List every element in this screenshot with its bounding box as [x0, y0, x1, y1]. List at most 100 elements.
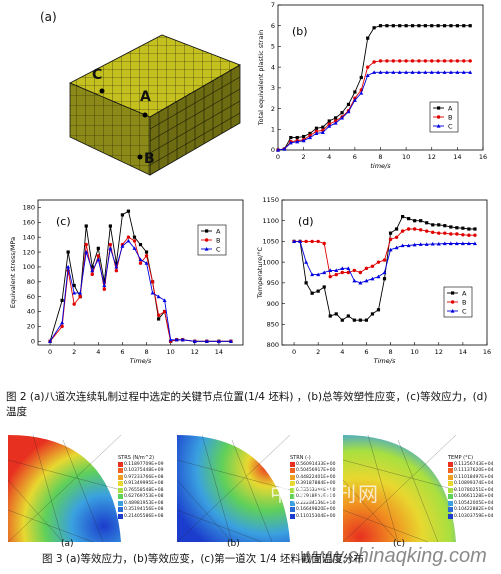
legend-marker-C — [436, 124, 441, 128]
point-A — [328, 314, 332, 318]
x-tick-label: 2 — [302, 153, 306, 161]
point-A — [398, 24, 402, 28]
legend-value: 0.11137620E+04 — [454, 468, 494, 474]
point-A — [400, 214, 405, 219]
point-A — [413, 219, 417, 223]
point-B — [410, 59, 415, 63]
point-A — [359, 75, 363, 80]
legend-entry: 0.10542005E+04 — [448, 500, 500, 507]
legend-swatch — [118, 461, 123, 467]
point-A — [302, 134, 306, 139]
node-b-marker — [137, 154, 143, 160]
point-C — [461, 70, 466, 74]
point-C — [310, 272, 315, 277]
point-C — [328, 268, 333, 273]
point-B — [372, 60, 376, 64]
point-C — [60, 320, 65, 325]
y-tick-label: 2 — [271, 105, 275, 113]
point-B — [417, 59, 421, 63]
legend-swatch — [448, 494, 453, 500]
legend-value: 0.97233766E+08 — [124, 474, 164, 480]
legend-swatch — [290, 500, 295, 506]
point-C — [391, 70, 396, 74]
point-C — [216, 339, 221, 343]
legend-marker-A — [205, 229, 209, 233]
point-B — [322, 241, 326, 246]
legend-swatch — [448, 474, 453, 480]
y-tick-label: 900 — [267, 300, 279, 308]
point-B — [436, 59, 440, 63]
point-C — [48, 339, 53, 343]
point-C — [138, 257, 143, 262]
y-tick-label: 120 — [23, 248, 35, 256]
point-C — [322, 270, 327, 275]
legend-entry: 0.44822401E+00 — [290, 474, 345, 481]
x-tick-label: 6 — [353, 153, 357, 161]
point-C — [72, 290, 77, 295]
legend-value: 0.21405586E+08 — [124, 513, 164, 519]
point-C — [228, 339, 233, 343]
point-A — [327, 119, 331, 123]
point-A — [340, 318, 344, 322]
point-C — [340, 266, 345, 270]
point-A — [66, 250, 70, 254]
point-B — [376, 260, 381, 264]
point-C — [327, 124, 332, 128]
legend-entry: 0.91349995E+08 — [118, 481, 173, 488]
point-B — [423, 59, 428, 63]
legend-value: 0.62769753E+08 — [124, 494, 164, 500]
legend-value: 0.11256743E+04 — [454, 461, 494, 467]
legend-entry: 0.11137620E+04 — [448, 468, 500, 475]
point-A — [321, 125, 325, 129]
x-tick-label: 14 — [453, 153, 461, 161]
y-tick-label: 160 — [23, 219, 35, 227]
point-B — [461, 233, 465, 237]
point-B — [162, 309, 167, 314]
point-C — [358, 280, 363, 285]
figure3-caption: 图 3 (a)等效应力，(b)等效应变，(c)第一道次 1/4 坯料截面温度分布 — [42, 553, 364, 565]
x-axis-label: time/s — [370, 162, 391, 170]
y-tick-label: 1150 — [262, 196, 279, 204]
point-C — [412, 242, 417, 247]
legend-swatch — [290, 507, 295, 513]
point-C — [430, 241, 435, 246]
point-C — [416, 70, 421, 74]
fig3c-label: (c) — [393, 539, 405, 549]
point-C — [436, 241, 441, 246]
point-A — [410, 24, 415, 28]
legend-entry: 0.10375448E+09 — [118, 468, 173, 475]
legend-marker-B — [450, 300, 455, 304]
point-B — [418, 228, 423, 232]
legend-swatch — [118, 513, 123, 519]
chart-temperature: 0 2 4 6 8 10 12 14 16 800 850 900 950 1000 1050 1100 115… — [256, 196, 491, 365]
point-A — [84, 224, 88, 228]
fig3a-label: (a) — [61, 539, 74, 549]
legend-value: 0.10303759E+04 — [454, 513, 494, 519]
point-A — [60, 298, 64, 302]
legend-swatch — [118, 468, 123, 474]
point-C — [308, 135, 313, 140]
legend-entry: 0.22284336E+00 — [290, 500, 345, 507]
point-C — [333, 121, 338, 125]
fig2-panel-d: 0 2 4 6 8 10 12 14 16 800 850 900 950 1000 1050 1100 115… — [250, 195, 500, 385]
legend-label-B: B — [216, 236, 220, 244]
point-B — [398, 59, 402, 63]
y-tick-label: 5 — [271, 43, 275, 51]
x-tick-label: 16 — [483, 348, 491, 356]
legend-value: 0.11897709E+09 — [124, 461, 164, 467]
temperature-contour-map — [342, 434, 457, 543]
legend-entry: 0.11256743E+04 — [448, 461, 500, 468]
point-B — [391, 59, 396, 63]
point-C — [162, 298, 167, 302]
point-A — [468, 24, 472, 28]
point-A — [443, 224, 447, 228]
y-tick-label: 1100 — [262, 217, 279, 225]
legend-entry: 0.27918852E+00 — [290, 494, 345, 501]
point-C — [144, 261, 149, 265]
point-C — [429, 70, 434, 74]
point-B — [455, 59, 460, 63]
point-C — [276, 148, 280, 152]
point-C — [174, 337, 179, 342]
legend-label-C: C — [462, 307, 467, 315]
legend-label-A: A — [462, 289, 467, 297]
